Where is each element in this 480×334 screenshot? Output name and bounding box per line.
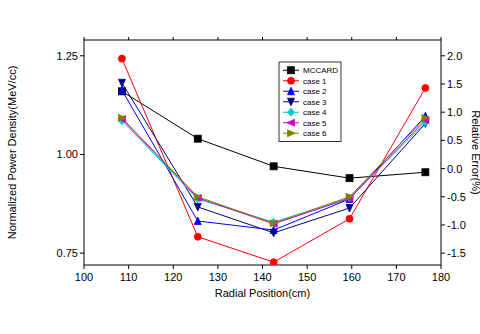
y2-tick [441,140,445,141]
point [194,233,201,240]
x-tick [128,265,129,269]
x-tick [396,265,397,269]
y2-tick-label: 0.0 [447,163,462,175]
x-tick-label: 180 [432,271,450,283]
series-line [122,59,425,263]
chart: 100 110 120 130 140 150 160 170 180 0.75 1.00 1.25 -… [0,0,480,334]
legend-label: MCCARD [303,66,338,75]
x-tick-top [262,37,263,40]
point [194,135,201,142]
y2-tick-label: -1.0 [447,219,466,231]
x-tick-label: 100 [75,271,93,283]
point [422,114,430,121]
plot-frame [84,40,441,265]
y-tick [80,154,84,155]
x-tick-top [217,37,218,40]
y2-tick-label: 1.0 [447,106,462,118]
point [194,203,201,211]
series-line [122,121,425,223]
x-tick [351,265,352,269]
plot-area [118,55,429,265]
legend-label: case 2 [303,87,327,96]
point [118,55,125,62]
series-line [122,118,425,223]
x-tick-top [351,37,352,40]
x-tick-top [441,37,442,40]
point [346,205,353,213]
y2-axis-title: Relative Error(%) [470,110,480,194]
series-line [122,83,425,233]
legend-label: case 5 [303,119,327,128]
legend-box [279,62,341,142]
x-tick-label: 170 [387,271,405,283]
x-tick-label: 150 [298,271,316,283]
legend-marker [288,98,295,106]
x-tick [173,265,174,269]
series-line [122,90,425,230]
y2-tick-label: -0.5 [447,191,466,203]
x-tick-top [307,37,308,40]
point [194,193,202,200]
y2-tick [441,253,445,254]
point [270,163,277,170]
point [118,79,125,87]
x-tick [262,265,263,269]
x-tick [307,265,308,269]
y2-tick [441,83,445,84]
x-tick [217,265,218,269]
x-tick-label: 140 [253,271,271,283]
point [118,114,126,121]
y2-tick-label: 0.5 [447,134,462,146]
point [346,215,353,222]
legend-marker [287,119,295,126]
y2-tick [441,196,445,197]
x-tick-top [173,37,174,40]
x-tick-label: 120 [164,271,182,283]
background [0,0,480,334]
legend-label: case 6 [303,129,327,138]
x-tick-label: 110 [120,271,138,283]
point [270,220,278,227]
y2-tick [441,55,445,56]
y-axis-title: Normalized Power Density(MeV/cc) [6,66,18,240]
x-tick-label: 160 [343,271,361,283]
y2-tick-label: 2.0 [447,50,462,62]
y-tick-label: 1.25 [57,50,78,62]
y-tick-label: 0.75 [57,247,78,259]
y2-tick [441,112,445,113]
series-line [122,119,425,224]
point [346,194,353,202]
y2-tick-label: 1.5 [447,78,462,90]
point [346,193,354,200]
legend-label: case 1 [303,77,327,86]
legend-marker [288,108,295,116]
point [422,169,429,176]
legend-label: case 3 [303,98,327,107]
x-tick [84,265,85,269]
y2-tick [441,224,445,225]
y2-tick-label: -1.5 [447,247,466,259]
point [346,175,353,182]
point [270,259,277,265]
point [422,84,429,91]
y2-tick [441,168,445,169]
x-tick-top [128,37,129,40]
x-axis-title: Radial Position(cm) [215,287,310,299]
legend-marker [288,87,295,95]
x-tick-top [84,37,85,40]
x-tick [441,265,442,269]
legend-marker [288,77,295,84]
y-tick [80,55,84,56]
point [270,229,277,237]
legend-marker [288,130,296,137]
x-tick-top [396,37,397,40]
y-tick-label: 1.00 [57,148,78,160]
legend: MCCARD case 1case 2 case 3case 4 case 5case… [279,62,341,142]
legend-label: case 4 [303,108,327,117]
point [194,217,201,225]
point [270,220,278,227]
legend-marker [288,67,295,74]
x-tick-label: 130 [209,271,227,283]
y-tick [80,253,84,254]
